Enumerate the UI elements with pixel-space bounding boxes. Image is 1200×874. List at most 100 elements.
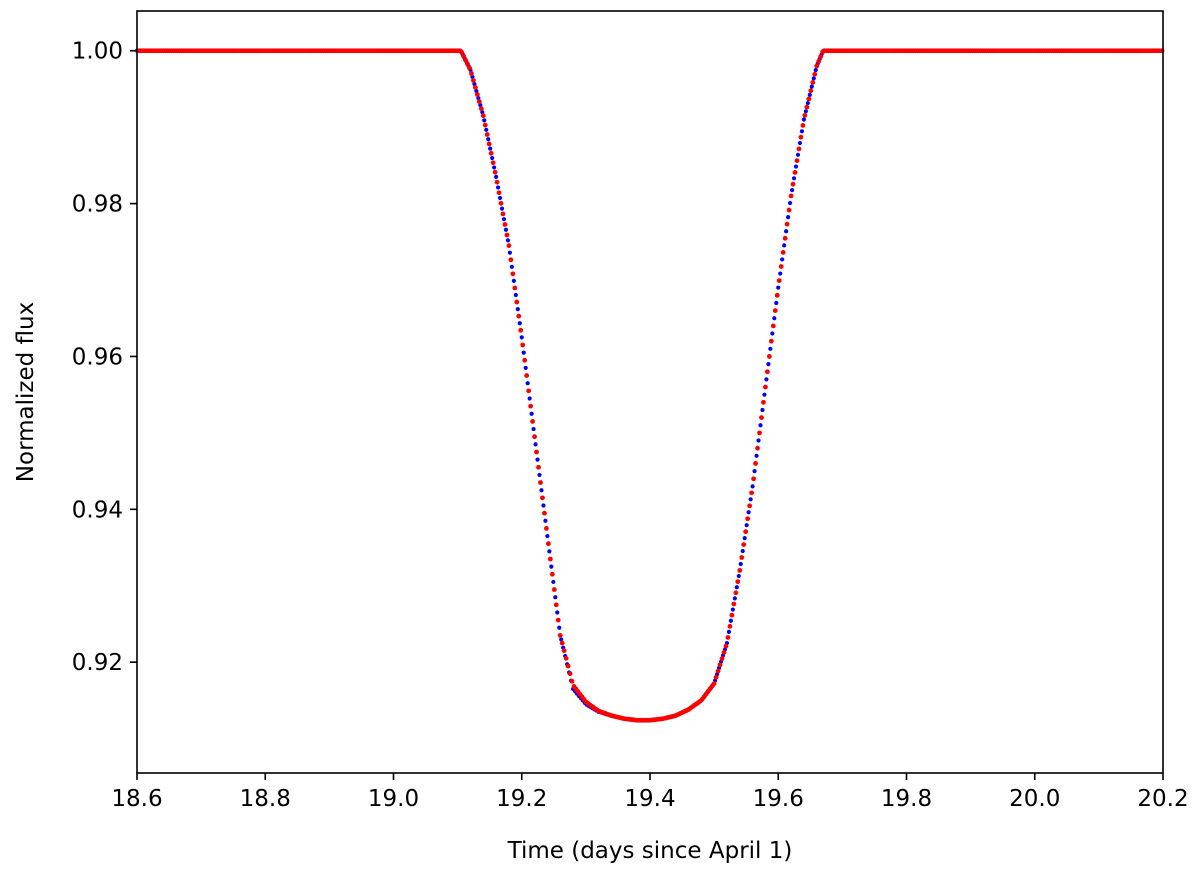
data-point	[747, 503, 753, 509]
series-1	[135, 48, 1165, 723]
data-point	[757, 430, 762, 436]
data-point	[508, 257, 514, 263]
data-point	[742, 536, 747, 541]
x-tick-label: 18.8	[240, 786, 291, 812]
data-point	[524, 373, 530, 378]
data-point	[463, 57, 468, 63]
data-point	[474, 88, 479, 94]
data-point	[499, 206, 505, 211]
data-point	[553, 595, 558, 600]
data-point	[478, 103, 483, 108]
data-point	[472, 85, 478, 90]
data-point	[516, 313, 522, 319]
data-point	[763, 384, 768, 390]
data-point	[565, 663, 571, 669]
y-tick-label: 0.92	[72, 650, 123, 676]
data-point	[803, 109, 808, 114]
data-point	[549, 571, 555, 577]
data-point	[731, 601, 737, 607]
data-point	[787, 200, 793, 206]
data-point	[761, 399, 766, 405]
data-point	[770, 323, 776, 329]
data-point	[770, 331, 775, 336]
data-point	[486, 141, 492, 147]
data-point	[488, 146, 493, 151]
data-point	[782, 243, 787, 248]
data-point	[535, 457, 540, 462]
data-point	[776, 278, 782, 284]
data-point	[514, 299, 520, 305]
data-point	[809, 84, 814, 89]
data-point	[715, 668, 721, 674]
data-point	[791, 176, 797, 181]
x-tick-label: 20.2	[1137, 786, 1188, 812]
data-point	[728, 618, 734, 623]
data-point	[805, 100, 810, 106]
data-point	[518, 327, 524, 333]
data-point	[753, 461, 758, 466]
data-point	[804, 104, 810, 110]
data-point	[737, 568, 743, 573]
data-point	[784, 229, 789, 234]
y-axis-ticks: 0.92 0.94 0.96 0.98 1.00	[72, 39, 137, 676]
data-point	[756, 438, 761, 443]
data-point	[801, 117, 807, 122]
data-point	[545, 533, 550, 539]
data-point	[461, 53, 466, 59]
data-point	[527, 396, 532, 401]
data-point	[730, 607, 735, 612]
x-tick-label: 19.2	[496, 786, 547, 812]
data-point	[561, 648, 567, 654]
data-point	[494, 174, 499, 179]
data-point	[538, 480, 543, 485]
x-axis-label: Time (days since April 1)	[507, 838, 793, 864]
data-point	[547, 549, 552, 554]
data-point	[788, 193, 794, 199]
series-0	[134, 48, 1164, 723]
data-point	[482, 118, 487, 123]
x-tick-label: 19.6	[753, 786, 804, 812]
data-point	[532, 434, 537, 440]
data-point	[795, 152, 801, 157]
data-point	[486, 137, 491, 142]
data-point	[782, 235, 788, 241]
data-point	[741, 542, 747, 547]
data-point	[794, 158, 800, 164]
data-point	[802, 113, 808, 118]
data-point	[520, 342, 526, 348]
data-point	[559, 637, 564, 642]
data-point	[484, 127, 489, 132]
data-point	[512, 285, 518, 291]
data-point	[488, 150, 494, 156]
data-point	[504, 232, 510, 238]
data-point	[534, 449, 539, 455]
data-point	[480, 113, 486, 119]
data-point	[484, 132, 490, 137]
data-point	[539, 488, 544, 493]
data-point	[480, 110, 485, 115]
data-point	[813, 68, 818, 73]
data-point	[766, 362, 771, 367]
plot-frame	[136, 10, 1164, 774]
x-tick-label: 19.4	[624, 786, 675, 812]
data-point	[525, 381, 530, 386]
data-point	[482, 122, 488, 128]
data-point	[471, 78, 476, 83]
data-point	[739, 555, 745, 560]
data-point	[567, 671, 573, 677]
data-point	[806, 96, 812, 102]
data-point	[469, 70, 474, 76]
data-point	[547, 556, 553, 562]
data-point	[510, 271, 516, 277]
data-point	[764, 377, 769, 382]
data-point	[507, 250, 513, 255]
data-point	[726, 629, 732, 635]
data-point	[555, 610, 560, 615]
data-point	[545, 541, 551, 547]
data-point	[474, 92, 480, 97]
data-point	[789, 187, 795, 193]
data-point	[790, 181, 796, 187]
y-tick-label: 0.94	[72, 497, 123, 523]
data-point	[793, 164, 799, 169]
data-point	[750, 484, 755, 489]
